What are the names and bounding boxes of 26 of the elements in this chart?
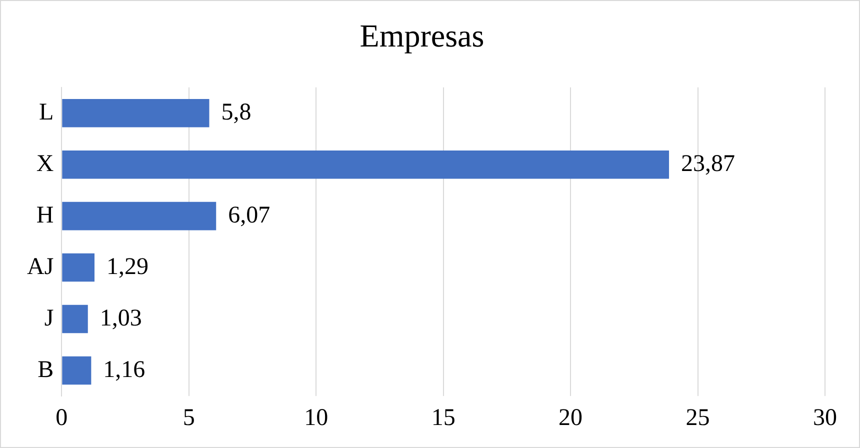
data-label: 1,29 (106, 254, 148, 280)
x-tick-label: 20 (558, 404, 583, 431)
data-label: 1,16 (103, 356, 146, 383)
x-tick-label: 30 (813, 404, 837, 431)
x-tick-label: 0 (56, 404, 68, 431)
y-tick-label: B (38, 356, 54, 383)
x-tick-label: 25 (686, 404, 710, 431)
data-label: 23,87 (681, 150, 736, 177)
bar (62, 202, 216, 230)
y-tick-label: X (36, 150, 54, 177)
y-tick-label: AJ (27, 254, 54, 280)
y-tick-label: J (44, 305, 54, 332)
x-tick-label: 10 (304, 404, 328, 431)
data-label: 5,8 (221, 99, 252, 126)
bar (62, 253, 94, 282)
y-tick-label: H (36, 202, 54, 228)
y-tick-label: L (39, 99, 54, 126)
x-tick-label: 15 (431, 404, 456, 431)
chart-title: Empresas (360, 18, 484, 54)
bar (62, 356, 92, 385)
bar (62, 98, 210, 128)
data-label: 6,07 (228, 202, 270, 228)
bar (62, 150, 670, 179)
x-tick-label: 5 (182, 404, 195, 431)
bar (62, 304, 88, 334)
data-label: 1,03 (100, 305, 142, 332)
